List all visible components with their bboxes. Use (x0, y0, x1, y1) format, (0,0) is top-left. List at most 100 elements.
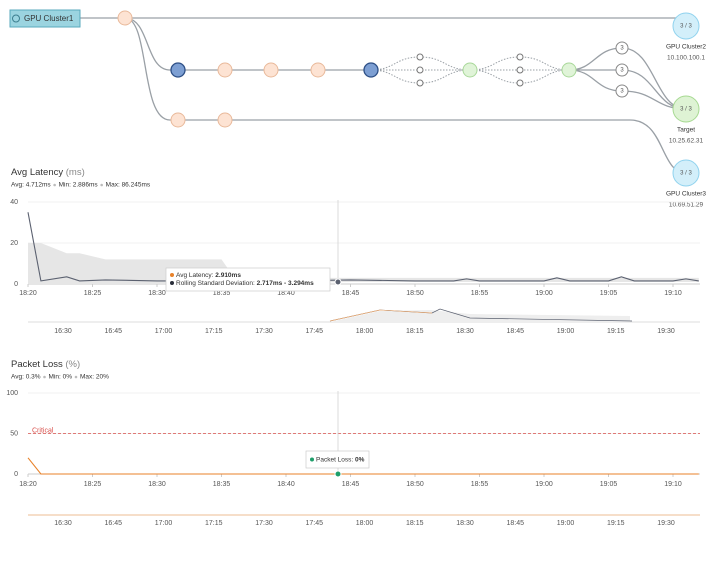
x-tick-label: 18:35 (213, 481, 231, 488)
tooltip-label: Rolling Standard Deviation: (176, 280, 255, 287)
navigator-tick-label: 18:15 (406, 520, 424, 527)
unit: (ms) (66, 167, 85, 178)
hop-count: 3 (620, 46, 624, 52)
node-name: Target (677, 127, 695, 134)
x-tick-label: 18:50 (406, 290, 424, 297)
navigator-tick-label: 17:15 (205, 328, 223, 335)
x-tick-label: 18:45 (342, 290, 360, 297)
tooltip (305, 450, 370, 469)
hop-count: 3 (620, 68, 624, 74)
hop-count: 3 (620, 89, 624, 95)
navigator-tick-label: 18:30 (456, 328, 474, 335)
x-tick-label: 19:05 (600, 481, 618, 488)
navigator-tick-label: 17:45 (305, 520, 323, 527)
threshold-label: Critical (32, 427, 54, 434)
node-address: 10.25.62.31 (669, 138, 704, 145)
tooltip-dot (170, 281, 174, 285)
x-tick-label: 19:05 (600, 290, 618, 297)
navigator-tick-label: 18:45 (506, 328, 524, 335)
x-tick-label: 19:00 (535, 290, 553, 297)
node-count: 3 / 3 (680, 107, 692, 113)
y-tick-label: 0 (14, 281, 18, 288)
x-tick-label: 18:35 (213, 290, 231, 297)
x-tick-label: 18:20 (19, 481, 37, 488)
navigator-area (330, 310, 630, 322)
navigator-tick-label: 17:30 (255, 520, 273, 527)
navigator-tick-label: 18:00 (356, 328, 374, 335)
stat: Avg: 4.712ms (11, 182, 51, 189)
separator (43, 375, 46, 379)
node-name: GPU Cluster2 (666, 44, 706, 51)
stat: Max: 20% (80, 374, 109, 381)
y-tick-label: 50 (10, 430, 18, 437)
x-tick-label: 18:25 (84, 290, 102, 297)
stat: Max: 86.245ms (106, 182, 151, 189)
stat: Min: 0% (49, 374, 73, 381)
x-tick-label: 18:45 (342, 481, 360, 488)
tooltip-text: Rolling Standard Deviation: 2.717ms - 3.… (176, 280, 314, 287)
y-tick-label: 20 (10, 240, 18, 247)
x-tick-label: 18:55 (471, 481, 489, 488)
x-tick-label: 19:10 (664, 481, 682, 488)
x-tick-label: 18:40 (277, 290, 295, 297)
unit: (%) (65, 359, 80, 370)
navigator-tick-label: 16:45 (104, 328, 122, 335)
x-tick-label: 18:30 (148, 290, 166, 297)
tooltip-label: Avg Latency: (176, 272, 214, 279)
hover-point (334, 470, 342, 478)
hover-point (334, 278, 342, 286)
node-count: 3 / 3 (680, 24, 692, 30)
node-name: GPU Cluster3 (666, 191, 706, 198)
x-tick-label: 18:25 (84, 481, 102, 488)
stat: Avg: 0.3% (11, 374, 41, 381)
tooltip-value: 2.717ms - 3.294ms (257, 280, 314, 287)
navigator-tick-label: 17:00 (155, 328, 173, 335)
separator (100, 183, 103, 187)
chart-title: Packet Loss (%) (11, 359, 80, 370)
tooltip-text: Avg Latency: 2.910ms (176, 272, 241, 279)
navigator-tick-label: 16:30 (54, 520, 72, 527)
band (28, 243, 699, 284)
line (27, 212, 699, 282)
x-tick-label: 18:20 (19, 290, 37, 297)
tooltip-dot (170, 273, 174, 277)
navigator-tick-label: 19:15 (607, 328, 625, 335)
y-tick-label: 100 (6, 390, 18, 397)
navigator-tick-label: 17:30 (255, 328, 273, 335)
tooltip-dot (310, 457, 314, 462)
navigator-tick-label: 19:00 (557, 328, 575, 335)
separator (74, 375, 78, 379)
y-tick-label: 40 (10, 199, 18, 206)
navigator-tick-label: 18:15 (406, 328, 424, 335)
tooltip-text: Packet Loss: 0% (316, 456, 365, 463)
x-tick-label: 18:55 (471, 290, 489, 297)
y-tick-label: 0 (14, 471, 18, 478)
navigator-tick-label: 16:45 (104, 520, 122, 527)
title: Avg Latency (11, 167, 63, 178)
x-tick-label: 18:30 (148, 481, 166, 488)
tooltip-value: 0% (355, 456, 365, 463)
tooltip-label: Packet Loss: (316, 456, 353, 463)
navigator-tick-label: 19:00 (557, 520, 575, 527)
tooltip-value: 2.910ms (215, 272, 241, 279)
topology (9, 9, 700, 187)
title: Packet Loss (11, 359, 63, 370)
navigator-tick-label: 19:30 (657, 520, 675, 527)
navigator-tick-label: 18:00 (356, 520, 374, 527)
navigator-line-recent (329, 309, 433, 322)
navigator-tick-label: 19:30 (657, 328, 675, 335)
stat: Min: 2.886ms (59, 182, 99, 189)
navigator-tick-label: 19:15 (607, 520, 625, 527)
source-label: GPU Cluster1 (24, 14, 74, 23)
chart-title: Avg Latency (ms) (11, 167, 85, 178)
node-address: 10.100.100.1 (667, 55, 705, 62)
navigator-tick-label: 17:00 (155, 520, 173, 527)
x-tick-label: 19:10 (664, 290, 682, 297)
navigator-tick-label: 18:45 (506, 520, 524, 527)
line (27, 457, 699, 475)
node-count: 3 / 3 (680, 171, 692, 177)
navigator-tick-label: 17:45 (305, 328, 323, 335)
node-address: 10.69.51.29 (669, 202, 704, 209)
separator (53, 183, 56, 187)
